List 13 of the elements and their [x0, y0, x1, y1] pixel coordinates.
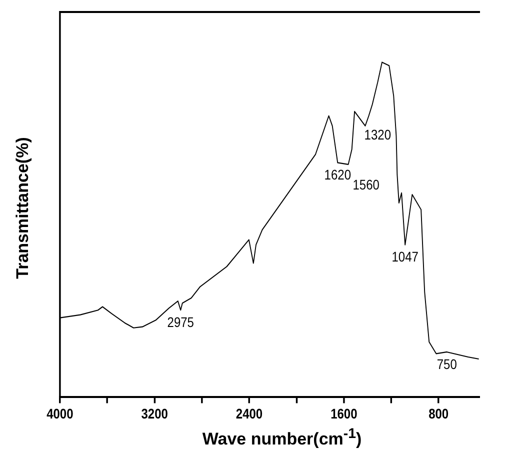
annotation: 1560 — [352, 176, 380, 193]
x-tick-label: 1600 — [330, 406, 358, 422]
x-tick-label: 3200 — [141, 406, 168, 422]
x-tick-label: 4000 — [46, 406, 74, 422]
x-axis-title: Wave number(cm$^{-1}$) — [201, 426, 363, 450]
y-axis-title: Transmittance(%) — [13, 137, 33, 279]
annotation: 1620 — [324, 166, 352, 183]
x-tick-label: 2400 — [236, 406, 263, 422]
annotation: 1047 — [392, 248, 418, 265]
x-tick-label: 800 — [428, 406, 449, 422]
annotation: 1320 — [364, 126, 392, 143]
annotation: 2975 — [167, 314, 194, 330]
annotation: 750 — [436, 356, 457, 372]
